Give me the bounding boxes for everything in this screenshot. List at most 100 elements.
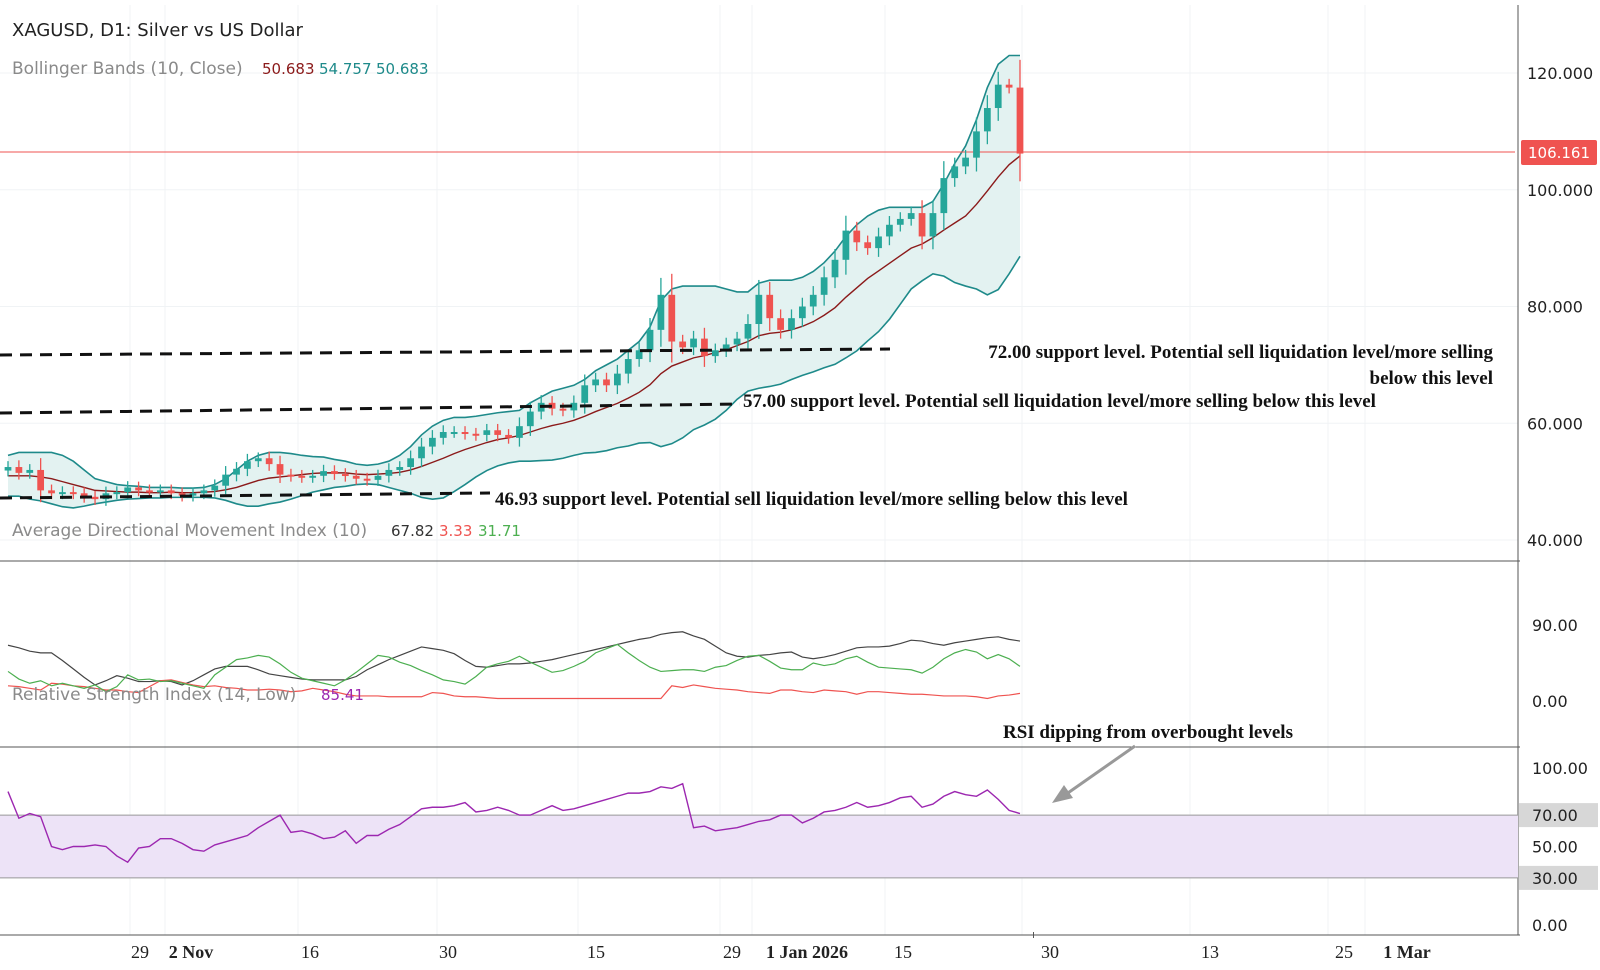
candle-body (69, 492, 77, 495)
candle-body (472, 433, 480, 436)
candle-body (657, 294, 665, 330)
adx-legend-plus: 31.71 (478, 522, 521, 540)
annotation-rsi: RSI dipping from overbought levels (1003, 722, 1293, 743)
candle-body (331, 471, 338, 475)
candle-body (516, 426, 523, 438)
annotation-4693: 46.93 support level. Potential sell liqu… (495, 489, 1128, 510)
candle-body (80, 493, 88, 497)
candle-body (287, 474, 295, 477)
candle-body (341, 474, 349, 477)
time-tick-label: 16 (301, 942, 319, 962)
candle-body (831, 259, 839, 278)
rsi-tick-label: 50.00 (1532, 838, 1578, 857)
adx-legend: Average Directional Movement Index (10) … (12, 521, 521, 541)
bb-upper-line (7, 54, 1020, 489)
last-price-label: 106.161 (1528, 144, 1590, 162)
candle-body (385, 469, 393, 476)
candle-body (156, 490, 164, 493)
candle-body (646, 329, 654, 351)
bb-fill (8, 55, 1020, 508)
candle-body (526, 411, 534, 427)
candle-body (559, 408, 567, 411)
candle-body (690, 338, 697, 348)
rsi-tick-label: 100.00 (1532, 759, 1588, 778)
candle-body (951, 166, 959, 179)
candle-body (994, 84, 1002, 109)
bollinger-bands (7, 54, 1021, 509)
adx-legend-minus: 3.33 (439, 522, 472, 540)
support-lines (0, 347, 891, 500)
rsi-level-badge (1519, 803, 1598, 828)
candle-body (254, 458, 262, 462)
candle-body (853, 230, 861, 243)
time-tick-label: 30 (1041, 942, 1059, 962)
candle-body (483, 430, 491, 435)
time-tick-label: 1 Mar (1383, 942, 1430, 962)
rsi-indicator (0, 782, 1518, 879)
candle-body (26, 469, 34, 473)
candle-body (146, 490, 153, 493)
candle-body (429, 437, 436, 447)
candle-body (929, 213, 937, 237)
time-tick-label: 29 (723, 942, 741, 962)
candle-body (363, 478, 371, 481)
annotation-57: 57.00 support level. Potential sell liqu… (743, 391, 1376, 412)
annotation-72-line1: 72.00 support level. Potential sell liqu… (988, 342, 1493, 363)
candle-body (320, 471, 327, 476)
bb-legend-upper: 54.757 (319, 60, 372, 78)
candle-body (505, 434, 512, 438)
candle-body (907, 213, 915, 219)
candle-body (798, 306, 806, 319)
annotation-72-line2: below this level (1370, 368, 1494, 389)
candle-body (548, 402, 556, 409)
candle-body (222, 474, 230, 486)
candle-body (962, 157, 969, 167)
candle-body (592, 379, 599, 386)
price-tick-label: 40.000 (1527, 531, 1583, 550)
time-tick-label: 15 (587, 942, 605, 962)
candle-body (864, 242, 872, 249)
candle-body (973, 131, 980, 158)
adx-legend-adx: 67.82 (391, 522, 434, 540)
candle-body (809, 294, 817, 307)
candle-body (374, 475, 382, 480)
support-line-57 (0, 402, 741, 415)
candle-body (135, 487, 142, 491)
candle-body (200, 490, 208, 494)
bb-legend: Bollinger Bands (10, Close) 50.683 54.75… (12, 59, 429, 79)
rsi-tick-label: 30.00 (1532, 869, 1578, 888)
candle-body (668, 294, 676, 342)
candle-body (842, 230, 850, 260)
candle-body (276, 464, 284, 475)
candle-body (59, 492, 66, 495)
bb-legend-label: Bollinger Bands (10, Close) (12, 59, 243, 79)
candle-body (788, 318, 795, 330)
candle-body (820, 277, 828, 295)
time-axis: 29 2 Nov 16 30 15 29 1 Jan 2026 15 30 13 25 1 Mar (131, 932, 1431, 962)
time-tick-label: 25 (1335, 942, 1353, 962)
rsi-legend: Relative Strength Index (14, Low) 85.41 (12, 685, 364, 705)
candle-body (1016, 87, 1024, 154)
candle-body (265, 458, 273, 465)
candle-body (1005, 84, 1013, 88)
candle-body (886, 224, 893, 237)
candle-body (940, 178, 948, 214)
candle-body (37, 469, 45, 491)
rsi-tick-label: 0.00 (1532, 916, 1568, 935)
candle-body (614, 373, 621, 386)
candle-body (233, 468, 240, 475)
candle-body (298, 475, 306, 478)
price-tick-label: 80.000 (1527, 298, 1583, 317)
candle-body (113, 492, 121, 495)
candle-body (701, 338, 708, 357)
candle-body (570, 402, 578, 411)
bb-basis-line (8, 155, 1021, 494)
candle-body (450, 432, 458, 435)
candle-body (461, 432, 469, 435)
time-tick-label: 29 (131, 942, 149, 962)
candle-body (603, 379, 610, 386)
candle-body (679, 341, 687, 348)
adx-tick-label: 90.00 (1532, 616, 1578, 635)
candle-body (352, 475, 360, 479)
